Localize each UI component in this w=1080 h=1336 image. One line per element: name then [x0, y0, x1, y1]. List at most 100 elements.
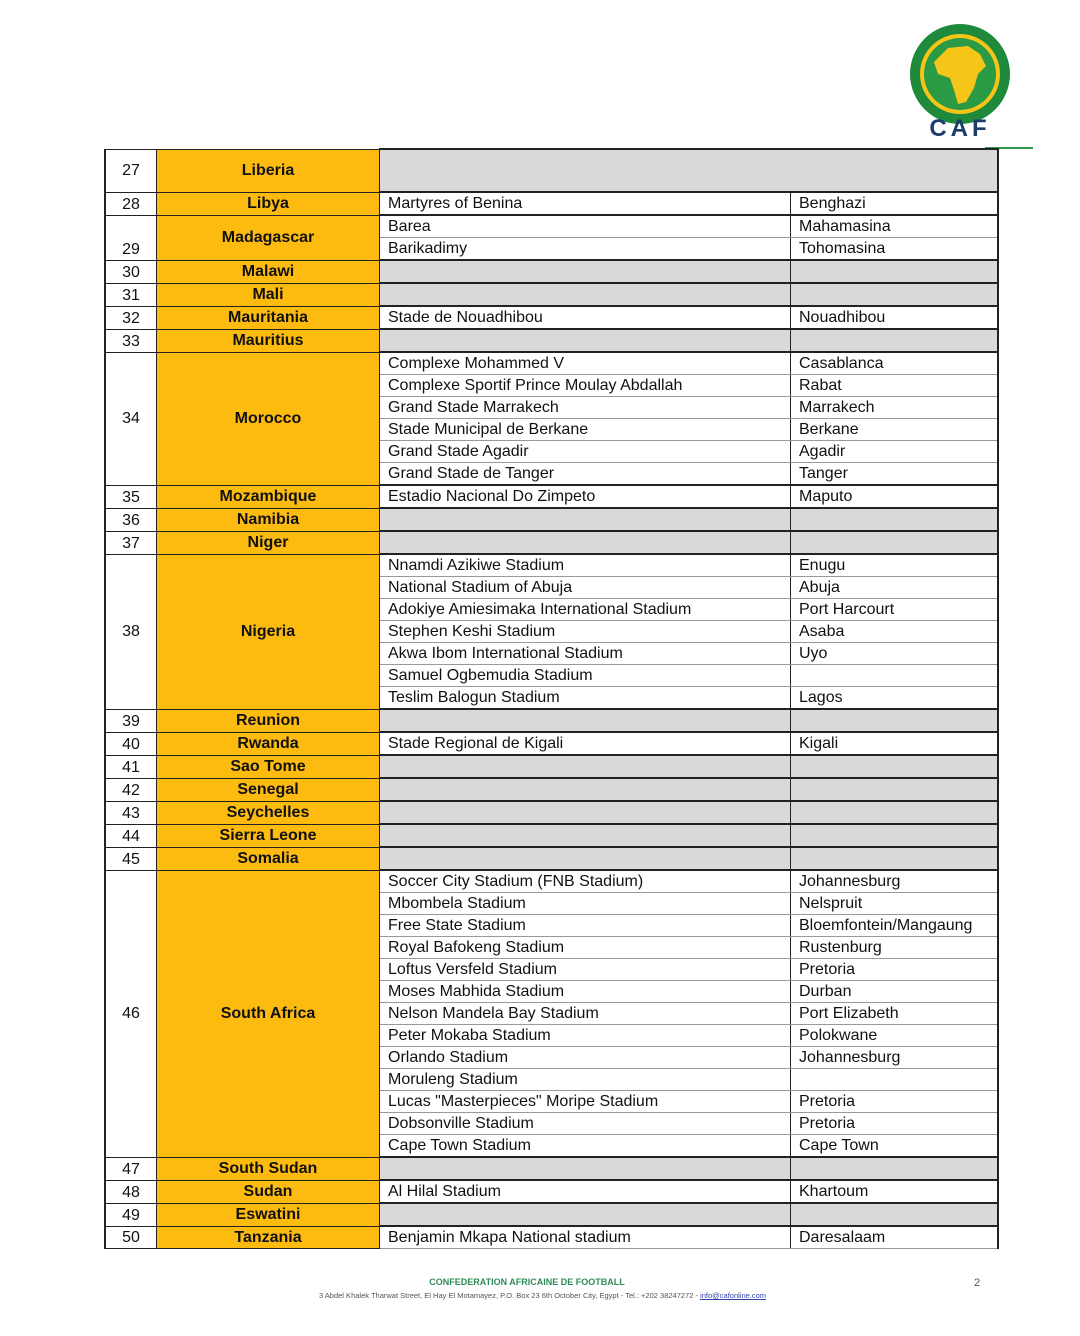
city-cell-empty: [790, 708, 999, 733]
email-link[interactable]: info@cafonline.com: [700, 1291, 767, 1300]
country-name: Senegal: [156, 777, 380, 802]
country-name: Sierra Leone: [156, 823, 380, 848]
svg-text:CAF: CAF: [929, 115, 990, 142]
country-name: Eswatini: [156, 1202, 380, 1227]
country-name: Sudan: [156, 1179, 380, 1204]
table-row: 47 South Sudan: [104, 1156, 999, 1181]
city-name: Port Harcourt: [790, 598, 999, 621]
row-number: 38: [104, 553, 157, 710]
table-row: Adokiye Amiesimaka International Stadium…: [105, 598, 999, 621]
footer-address: 3 Abdel Khalek Tharwat Street, El Hay El…: [0, 1291, 1080, 1300]
city-name: Mahamasina: [790, 214, 999, 238]
city-name: Agadir: [790, 440, 999, 463]
stadium-name: Samuel Ogbemudia Stadium: [379, 664, 791, 687]
stadium-cell-empty: [379, 530, 791, 555]
city-name: Bloemfontein/Mangaung: [790, 914, 999, 937]
country-name: Sao Tome: [156, 754, 380, 779]
city-name: Kigali: [790, 731, 999, 756]
table-row: 40 Rwanda Stade Regional de Kigali Kigali: [104, 731, 999, 756]
city-name: Casablanca: [790, 351, 999, 375]
table-row: 44 Sierra Leone: [104, 823, 999, 848]
stadium-name: Adokiye Amiesimaka International Stadium: [379, 598, 791, 621]
city-name: Tohomasina: [790, 237, 999, 261]
stadium-name: Stade Municipal de Berkane: [379, 418, 791, 441]
row-number: 33: [104, 328, 157, 353]
city-name: Asaba: [790, 620, 999, 643]
stadium-name: Orlando Stadium: [379, 1046, 791, 1069]
row-number: 48: [104, 1179, 157, 1204]
city-name: Polokwane: [790, 1024, 999, 1047]
country-name: Mauritania: [156, 305, 380, 330]
city-cell-empty: [790, 1156, 999, 1181]
row-number: 30: [104, 259, 157, 284]
country-name: Mauritius: [156, 328, 380, 353]
stadium-name: Estadio Nacional Do Zimpeto: [379, 484, 791, 509]
stadium-cell-empty: [379, 708, 791, 733]
table-row: 45 Somalia: [104, 846, 999, 871]
country-name: Madagascar: [156, 214, 380, 261]
country-name: Seychelles: [156, 800, 380, 825]
stadium-name: Stade de Nouadhibou: [379, 305, 791, 330]
table-row: 35 Mozambique Estadio Nacional Do Zimpeto M…: [104, 484, 999, 509]
page-number: 2: [974, 1277, 981, 1289]
stadium-name: Grand Stade de Tanger: [379, 462, 791, 486]
table-row: 36 Namibia: [104, 507, 999, 532]
row-number: 36: [104, 507, 157, 532]
row-number: 28: [104, 191, 157, 216]
country-name: Niger: [156, 530, 380, 555]
table-row: 34 Morocco Complexe Mohammed V Casablanca: [104, 351, 999, 486]
table-row: 31 Mali: [104, 282, 999, 307]
stadium-name: Loftus Versfeld Stadium: [379, 958, 791, 981]
city-name: Maputo: [790, 484, 999, 509]
table-row: 30 Malawi: [104, 259, 999, 284]
country-name: Reunion: [156, 708, 380, 733]
city-name: Abuja: [790, 576, 999, 599]
table-row: Stephen Keshi Stadium Asaba: [105, 620, 999, 643]
row-number: 50: [104, 1225, 157, 1249]
city-cell-empty: [790, 259, 999, 284]
row-number: 35: [104, 484, 157, 509]
stadium-name: Barikadimy: [379, 237, 791, 261]
stadium-name: Martyres of Benina: [379, 191, 791, 216]
table-row: Royal Bafokeng Stadium Rustenburg: [105, 936, 999, 959]
city-name: Rustenburg: [790, 936, 999, 959]
city-cell-empty: [790, 846, 999, 871]
city-name: Nelspruit: [790, 892, 999, 915]
city-name: Pretoria: [790, 1112, 999, 1135]
table-row: Teslim Balogun Stadium Lagos: [105, 686, 999, 710]
city-name: Nouadhibou: [790, 305, 999, 330]
table-row: 38 Nigeria Nnamdi Azikiwe Stadium Enugu: [104, 553, 999, 710]
row-number: 31: [104, 282, 157, 307]
city-cell-empty: [790, 823, 999, 848]
city-cell-empty: [790, 282, 999, 307]
country-name: Mozambique: [156, 484, 380, 509]
stadium-cell-empty: [379, 507, 791, 532]
table-row: Mbombela Stadium Nelspruit: [105, 892, 999, 915]
stadium-table: 27 Liberia 28 Libya Martyres of Benina Bengha…: [104, 148, 999, 1249]
stadium-cell-empty: [379, 823, 791, 848]
table-row: 27 Liberia: [104, 148, 999, 193]
row-number: 40: [104, 731, 157, 756]
stadium-name: Stade Regional de Kigali: [379, 731, 791, 756]
row-number: 43: [104, 800, 157, 825]
row-number: 39: [104, 708, 157, 733]
country-name: Somalia: [156, 846, 380, 871]
city-cell-empty: [790, 800, 999, 825]
row-number: 42: [104, 777, 157, 802]
stadium-name: Moruleng Stadium: [379, 1068, 791, 1091]
city-name: Khartoum: [790, 1179, 999, 1204]
table-row: Loftus Versfeld Stadium Pretoria: [105, 958, 999, 981]
stadium-name: Akwa Ibom International Stadium: [379, 642, 791, 665]
row-number: 44: [104, 823, 157, 848]
caf-logo: CAF: [910, 24, 1010, 142]
table-row: Barikadimy Tohomasina: [105, 237, 999, 261]
city-name: Daresalaam: [790, 1225, 999, 1249]
table-row: Dobsonville Stadium Pretoria: [105, 1112, 999, 1135]
row-number: 47: [104, 1156, 157, 1181]
header-divider: [985, 147, 1033, 149]
row-number: 49: [104, 1202, 157, 1227]
table-row: 28 Libya Martyres of Benina Benghazi: [104, 191, 999, 216]
city-cell-empty: [790, 530, 999, 555]
table-row: 43 Seychelles: [104, 800, 999, 825]
city-name: [790, 664, 999, 687]
